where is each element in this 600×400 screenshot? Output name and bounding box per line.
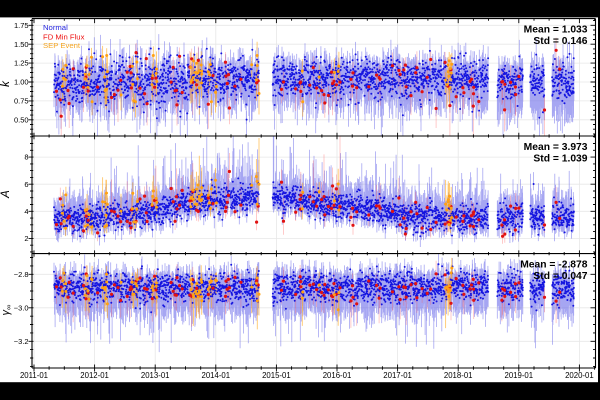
- svg-text:1.50: 1.50: [14, 40, 29, 49]
- svg-text:2: 2: [24, 234, 28, 243]
- svg-text:−3.0: −3.0: [14, 303, 29, 312]
- svg-text:1.00: 1.00: [14, 78, 29, 87]
- svg-text:6: 6: [24, 180, 28, 189]
- svg-text:Mean = 3.973: Mean = 3.973: [524, 142, 588, 153]
- svg-text:FD Min Flux: FD Min Flux: [43, 33, 85, 42]
- svg-text:−3.2: −3.2: [14, 337, 29, 346]
- svg-text:2015-01: 2015-01: [262, 371, 291, 380]
- svg-text:2012-01: 2012-01: [80, 371, 109, 380]
- svg-text:2019-01: 2019-01: [504, 371, 533, 380]
- svg-text:2013-01: 2013-01: [141, 371, 170, 380]
- svg-text:Std = 1.039: Std = 1.039: [533, 154, 587, 165]
- svg-text:Normal: Normal: [43, 23, 68, 32]
- svg-text:4: 4: [24, 207, 28, 216]
- svg-text:2014-01: 2014-01: [201, 371, 230, 380]
- svg-text:8: 8: [24, 153, 28, 162]
- svg-text:SEP Event: SEP Event: [43, 41, 81, 50]
- svg-text:2018-01: 2018-01: [444, 371, 473, 380]
- svg-text:0.50: 0.50: [14, 115, 29, 124]
- svg-text:2020-01: 2020-01: [565, 371, 594, 380]
- svg-text:k: k: [0, 80, 12, 87]
- svg-text:2011-01: 2011-01: [20, 371, 48, 380]
- svg-text:1.75: 1.75: [14, 21, 29, 30]
- svg-text:−2.8: −2.8: [14, 270, 29, 279]
- svg-text:A: A: [0, 190, 12, 199]
- svg-text:1.25: 1.25: [14, 59, 29, 68]
- svg-text:γ∞: γ∞: [0, 305, 13, 316]
- svg-text:Mean = 1.033: Mean = 1.033: [524, 24, 588, 35]
- svg-text:0.75: 0.75: [14, 97, 29, 106]
- svg-text:2017-01: 2017-01: [383, 371, 412, 380]
- svg-text:Std = 0.146: Std = 0.146: [533, 36, 587, 47]
- svg-text:Mean = -2.878: Mean = -2.878: [520, 259, 588, 270]
- svg-text:2016-01: 2016-01: [323, 371, 352, 380]
- svg-text:Std = 0.047: Std = 0.047: [533, 271, 587, 282]
